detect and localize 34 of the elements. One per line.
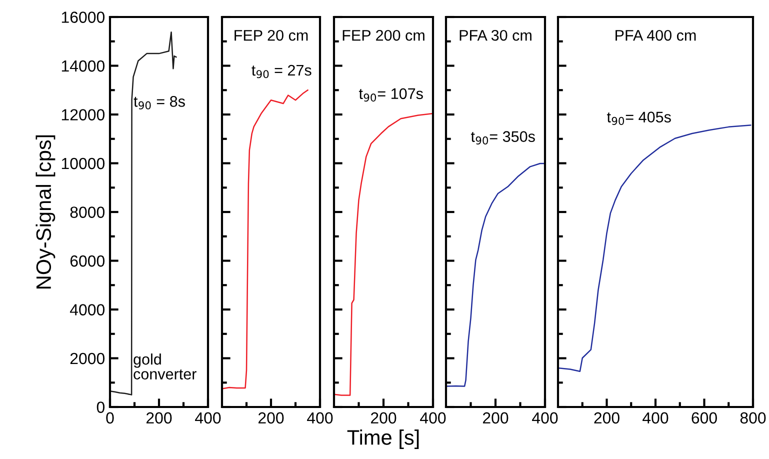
y-tick-label: 16000 [62, 12, 105, 23]
y-tick-label: 6000 [70, 255, 105, 267]
annotation: t$_{90}$= 107s [358, 88, 423, 102]
x-tick-label: 0 [106, 412, 114, 424]
text: PFA 30 cm [460, 30, 532, 41]
x-tick-label: 200 [370, 412, 396, 424]
x-tick-label: 800 [740, 412, 766, 424]
text: PFA 400 cm [616, 30, 696, 41]
text: FEP 20 cm [234, 30, 308, 41]
y-tick-label: 8000 [70, 206, 105, 218]
text: FEP 200 cm [342, 30, 424, 41]
x-tick-label: 200 [146, 412, 172, 424]
x-tick-label: 400 [307, 412, 333, 424]
y-tick-label: 2000 [70, 352, 105, 364]
annotation: gold converter [134, 353, 196, 380]
x-tick-label: 200 [258, 412, 284, 424]
y-axis-title: NOy-Signal [cps] [36, 135, 56, 288]
annotation: t$_{90}$= 405s [606, 112, 671, 125]
y-tick-label: 10000 [62, 158, 105, 170]
x-axis-title: Time [s] [347, 430, 419, 449]
x-tick-label: 600 [692, 412, 717, 424]
y-tick-label: 4000 [70, 304, 105, 316]
x-tick-label: 400 [195, 412, 221, 424]
annotation: t$_{90}$= 350s [470, 131, 535, 144]
annotation: t$_{90}$ = 27s [252, 64, 312, 78]
y-tick-label: 0 [96, 402, 105, 413]
x-tick-label: 200 [482, 412, 508, 424]
x-tick-label: 400 [420, 412, 446, 424]
x-tick-label: 400 [532, 412, 558, 424]
annotation: t$_{90}$ = 8s [134, 96, 185, 110]
y-tick-label: 12000 [62, 109, 105, 120]
x-tick-label: 400 [642, 412, 668, 424]
x-tick-label: 200 [594, 412, 620, 424]
y-tick-label: 14000 [62, 60, 105, 72]
